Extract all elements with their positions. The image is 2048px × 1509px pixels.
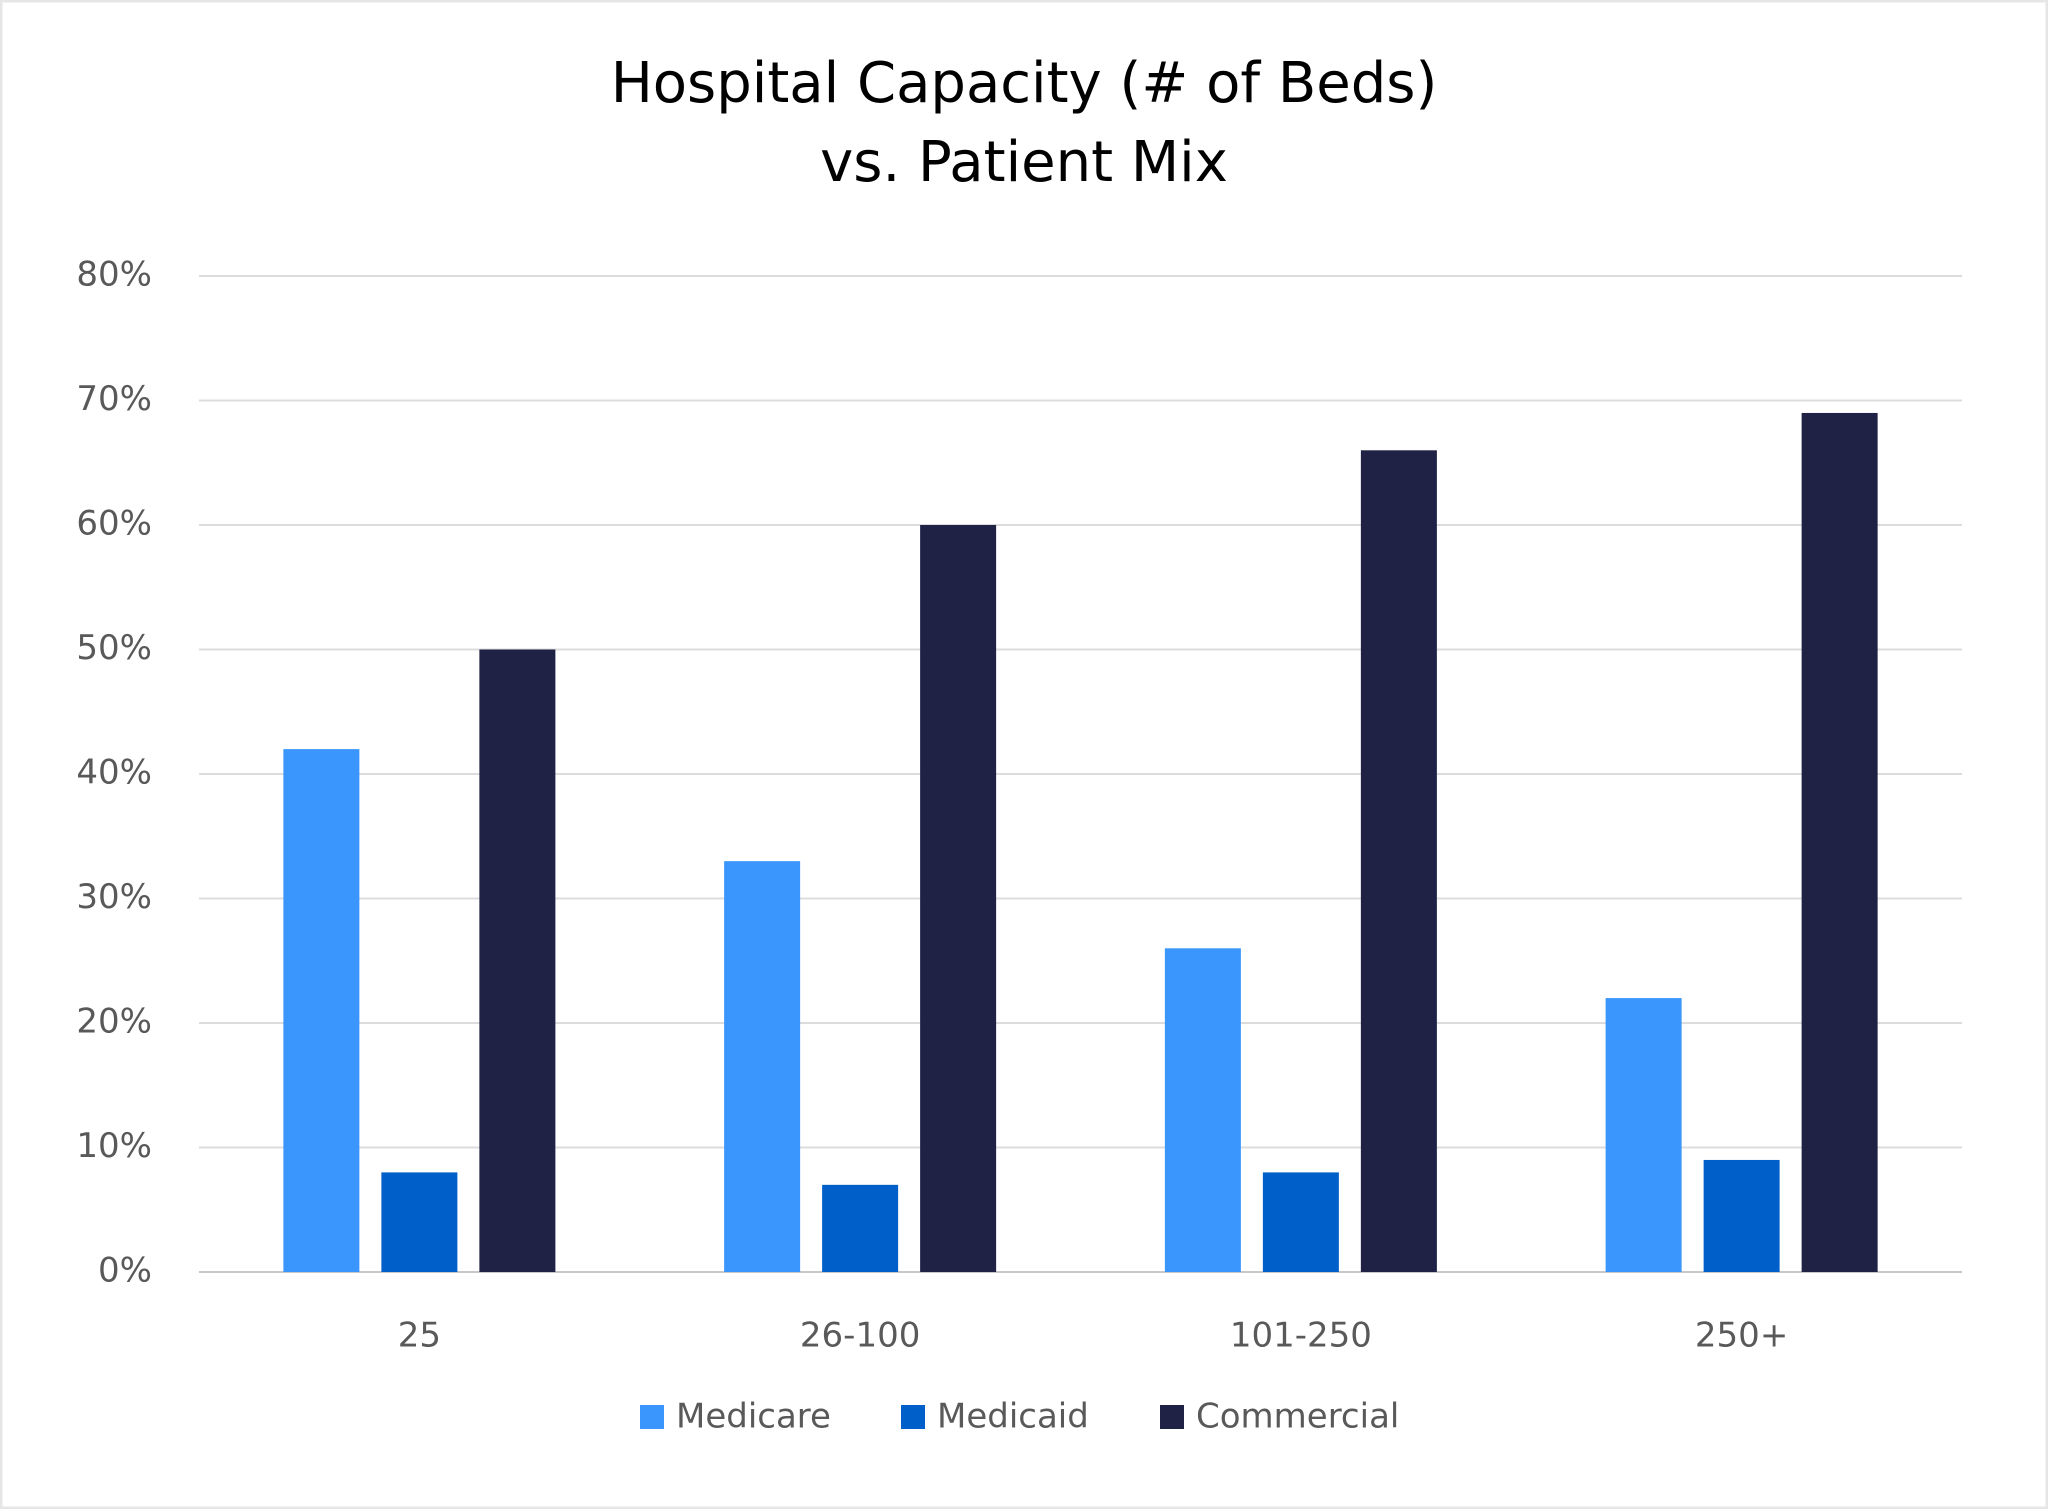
- y-tick-label: 40%: [76, 753, 152, 793]
- x-tick-label: 250+: [1695, 1316, 1788, 1356]
- legend-label: Medicare: [676, 1397, 831, 1437]
- y-tick-label: 60%: [76, 504, 152, 544]
- bar: [1164, 948, 1241, 1272]
- x-tick-label: 101-250: [1230, 1316, 1372, 1356]
- bar: [822, 1184, 899, 1272]
- bar: [283, 749, 360, 1272]
- x-tick-label: 25: [398, 1316, 441, 1356]
- y-tick-label: 50%: [76, 628, 152, 668]
- chart-title: Hospital Capacity (# of Beds): [611, 51, 1438, 116]
- legend-swatch: [901, 1405, 925, 1429]
- legend-swatch: [1160, 1405, 1184, 1429]
- y-tick-label: 0%: [98, 1251, 152, 1291]
- bar: [1801, 412, 1878, 1272]
- bar: [724, 861, 801, 1272]
- x-tick-label: 26-100: [800, 1316, 920, 1356]
- bar: [1703, 1159, 1780, 1272]
- bar: [479, 649, 556, 1272]
- y-tick-label: 70%: [76, 379, 152, 419]
- legend-label: Medicaid: [937, 1397, 1089, 1437]
- legend-label: Commercial: [1196, 1397, 1399, 1437]
- bar: [920, 525, 997, 1272]
- y-tick-label: 20%: [76, 1002, 152, 1042]
- bar: [381, 1172, 458, 1272]
- bar: [1360, 450, 1437, 1272]
- y-tick-label: 30%: [76, 877, 152, 917]
- legend-swatch: [640, 1405, 664, 1429]
- y-tick-label: 10%: [76, 1126, 152, 1166]
- y-tick-label: 80%: [76, 255, 152, 295]
- chart-title: vs. Patient Mix: [820, 130, 1228, 195]
- bar: [1605, 998, 1682, 1272]
- bar: [1262, 1172, 1339, 1272]
